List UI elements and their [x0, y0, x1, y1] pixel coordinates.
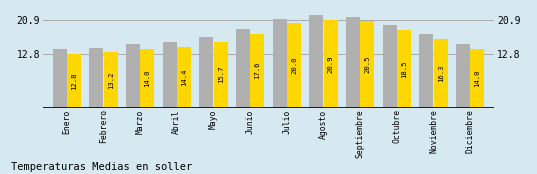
Text: 20.9: 20.9 — [328, 55, 334, 73]
Bar — [140, 49, 154, 108]
Text: 12.8: 12.8 — [71, 72, 77, 90]
Bar — [456, 44, 470, 108]
Text: 17.6: 17.6 — [255, 62, 260, 80]
Bar — [360, 21, 374, 108]
Bar — [273, 19, 287, 108]
Bar — [104, 52, 118, 108]
Bar — [287, 23, 301, 108]
Text: 20.0: 20.0 — [291, 57, 297, 74]
Bar — [163, 42, 177, 108]
Bar — [250, 34, 264, 108]
Text: 14.0: 14.0 — [144, 70, 150, 87]
Bar — [199, 37, 213, 108]
Bar — [126, 44, 140, 108]
Bar — [419, 34, 433, 108]
Text: 15.7: 15.7 — [217, 66, 224, 84]
Text: 18.5: 18.5 — [401, 60, 407, 78]
Bar — [383, 25, 397, 108]
Bar — [53, 49, 67, 108]
Text: 13.2: 13.2 — [108, 71, 114, 89]
Bar — [236, 29, 250, 108]
Bar — [324, 20, 338, 108]
Bar — [89, 48, 103, 108]
Bar — [67, 54, 81, 108]
Bar — [346, 17, 360, 108]
Bar — [177, 47, 191, 108]
Text: 14.0: 14.0 — [475, 70, 481, 87]
Bar — [309, 15, 323, 108]
Text: Temperaturas Medias en soller: Temperaturas Medias en soller — [11, 162, 192, 172]
Text: 16.3: 16.3 — [438, 65, 444, 82]
Text: 20.5: 20.5 — [365, 56, 371, 73]
Text: 14.4: 14.4 — [181, 69, 187, 86]
Bar — [470, 49, 484, 108]
Bar — [434, 39, 448, 108]
Bar — [214, 42, 228, 108]
Bar — [397, 30, 411, 108]
